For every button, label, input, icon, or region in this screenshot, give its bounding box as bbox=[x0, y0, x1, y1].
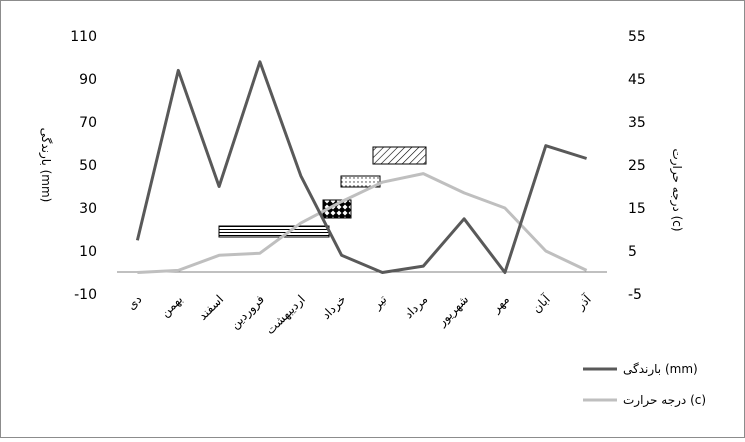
season-bar-dots bbox=[340, 175, 381, 188]
series-line-precipitation bbox=[135, 60, 588, 274]
season-bar-lines bbox=[218, 225, 330, 238]
y-axis-label-right: درجه حرارت (c) bbox=[669, 148, 684, 231]
y-tick-label-left: 70 bbox=[79, 115, 97, 131]
y-tick-label-left: 10 bbox=[79, 244, 97, 260]
season-bar-hatched bbox=[372, 146, 427, 165]
y-tick-label-left: 50 bbox=[79, 158, 97, 174]
y-tick-label-right: 45 bbox=[628, 72, 646, 88]
season-bar-diamonds bbox=[322, 199, 352, 219]
y-tick-label-left: 110 bbox=[70, 29, 97, 45]
y-tick-label-right: 55 bbox=[628, 29, 646, 45]
y-tick-label-left: -10 bbox=[74, 287, 97, 303]
series-line-temperature bbox=[137, 172, 588, 274]
legend-label-temperature: درجه حرارت (c) bbox=[623, 393, 706, 408]
y-tick-label-right: 5 bbox=[628, 244, 637, 260]
y-tick-label-left: 30 bbox=[79, 201, 97, 217]
y-tick-label-right: 15 bbox=[628, 201, 646, 217]
y-tick-label-right: 35 bbox=[628, 115, 646, 131]
y-tick-label-right: 25 bbox=[628, 158, 646, 174]
y-axis-label-left: بارندگی (mm) bbox=[38, 128, 53, 203]
legend-label-precipitation: بارندگی (mm) bbox=[623, 362, 698, 377]
y-tick-label-right: -5 bbox=[628, 287, 642, 303]
y-tick-label-left: 90 bbox=[79, 72, 97, 88]
